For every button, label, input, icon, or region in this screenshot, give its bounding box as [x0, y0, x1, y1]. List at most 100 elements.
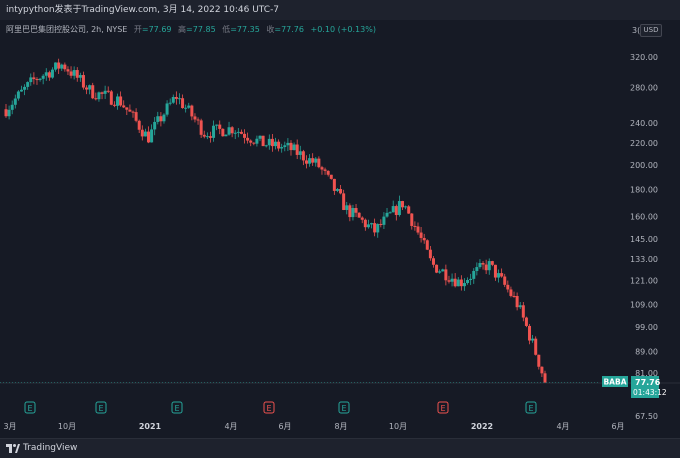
candle-up	[215, 124, 219, 126]
price-tick-label: 280.00	[630, 84, 658, 93]
currency-button[interactable]: USD	[640, 24, 662, 37]
candle-up	[255, 138, 259, 144]
earnings-marker-label: E	[27, 404, 32, 413]
candle-down	[329, 174, 333, 179]
candle-up	[233, 132, 237, 134]
candle-down	[100, 92, 104, 94]
candle-up	[162, 114, 166, 122]
candle-down	[360, 217, 364, 220]
candle-down	[249, 140, 253, 143]
candle-up	[60, 64, 64, 69]
price-tick-label: 240.00	[630, 119, 658, 128]
candle-up	[44, 72, 48, 76]
candle-down	[181, 98, 185, 109]
chart-area[interactable]	[0, 20, 680, 438]
candle-up	[441, 269, 445, 272]
candle-down	[512, 295, 516, 297]
candle-up	[497, 273, 501, 278]
candle-up	[16, 91, 20, 99]
candle-up	[72, 70, 76, 76]
earnings-marker[interactable]	[95, 401, 107, 414]
price-tick-label: 220.00	[630, 139, 658, 148]
candle-down	[199, 120, 203, 135]
earnings-marker-label: E	[266, 404, 271, 413]
candle-up	[171, 96, 175, 103]
price-tick-label: 145.00	[630, 235, 658, 244]
time-axis-label: 3月	[3, 422, 16, 431]
candle-up	[156, 116, 160, 122]
earnings-marker-label: E	[98, 404, 103, 413]
candle-up	[475, 267, 479, 271]
earnings-marker[interactable]	[24, 401, 36, 414]
time-axis-label: 2021	[139, 422, 162, 431]
price-tick-label: 109.00	[630, 301, 658, 310]
candle-up	[518, 305, 522, 308]
candle-down	[239, 131, 243, 134]
candle-down	[401, 201, 405, 208]
candle-up	[487, 261, 491, 271]
time-axis-label: 10月	[58, 422, 76, 431]
candle-up	[143, 131, 147, 137]
candle-down	[339, 188, 343, 194]
candle-up	[388, 212, 392, 214]
price-tick-label: 121.00	[630, 277, 658, 286]
candle-down	[425, 240, 429, 250]
candle-down	[131, 111, 135, 113]
legend-low-value: =77.35	[230, 25, 260, 34]
candle-up	[212, 125, 216, 138]
candle-down	[112, 104, 116, 106]
candle-up	[10, 104, 14, 110]
price-tick-label: 180.00	[630, 185, 658, 194]
candle-up	[308, 158, 312, 164]
bar-countdown: 01:43:12	[633, 388, 667, 397]
candle-down	[416, 226, 420, 233]
legend-open-value: =77.69	[141, 25, 172, 34]
candle-down	[125, 107, 129, 110]
candle-down	[422, 237, 426, 241]
legend-close-value: =77.76	[274, 25, 304, 34]
candle-down	[190, 105, 194, 117]
candle-down	[419, 232, 423, 238]
candle-down	[106, 90, 110, 92]
candle-down	[32, 77, 36, 80]
candle-down	[193, 116, 197, 120]
candle-up	[404, 206, 408, 208]
candle-up	[50, 69, 54, 78]
candle-up	[391, 206, 395, 213]
candle-down	[407, 206, 411, 214]
time-axis-label: 4月	[224, 422, 237, 431]
earnings-marker[interactable]	[338, 401, 350, 414]
candle-down	[301, 151, 305, 161]
earnings-marker[interactable]	[171, 401, 183, 414]
candle-down	[75, 70, 79, 78]
legend-close-label: 收	[266, 25, 275, 34]
candle-up	[258, 135, 262, 139]
candle-down	[91, 85, 95, 99]
candle-up	[153, 121, 157, 130]
candle-down	[304, 160, 308, 164]
candle-down	[47, 72, 51, 78]
earnings-marker[interactable]	[437, 401, 449, 414]
candle-down	[63, 64, 67, 70]
candle-down	[208, 136, 212, 138]
candlestick-chart[interactable]: 320.00 280.00 240.00 220.00 200.00 180.00 160.…	[0, 0, 680, 438]
price-tick-label: 81.00	[635, 369, 658, 378]
candle-up	[298, 151, 302, 155]
candle-up	[286, 142, 290, 146]
candle-up	[23, 86, 27, 90]
candle-down	[202, 134, 206, 137]
candle-down	[137, 120, 141, 130]
symbol-tag	[602, 376, 628, 387]
candle-up	[26, 82, 30, 87]
price-tick-label: 133.00	[630, 255, 658, 264]
candle-down	[506, 284, 510, 290]
earnings-marker-label: E	[174, 404, 179, 413]
candle-up	[7, 109, 11, 117]
candle-down	[524, 317, 528, 326]
earnings-marker[interactable]	[525, 401, 537, 414]
earnings-marker[interactable]	[263, 401, 275, 414]
tradingview-brand[interactable]: TradingView	[6, 442, 77, 454]
brand-name: TradingView	[23, 443, 78, 453]
candle-up	[78, 75, 82, 78]
candle-down	[66, 69, 70, 72]
